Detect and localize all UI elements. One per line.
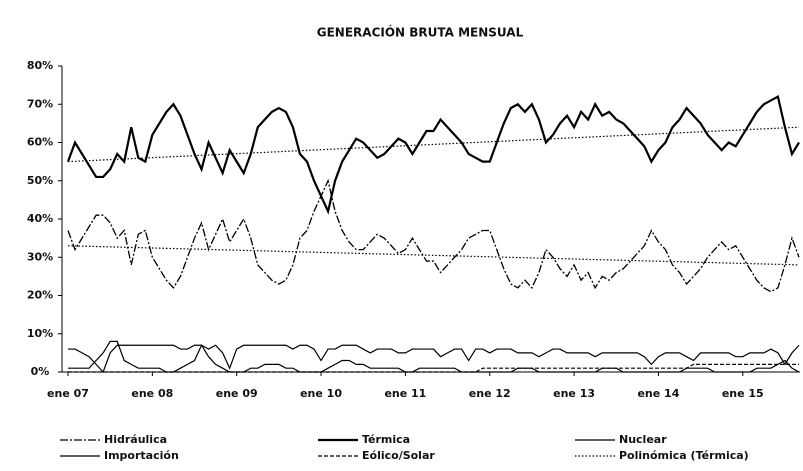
- y-tick-label: 20%: [27, 289, 53, 302]
- series-line: [68, 344, 800, 374]
- legend-label: Polinómica (Térmica): [619, 449, 749, 462]
- series-line: [68, 363, 799, 373]
- legend-label: Hidráulica: [104, 433, 167, 446]
- series-line: [66, 94, 800, 215]
- x-tick-label: ene 13: [553, 387, 595, 400]
- trend-line: [67, 245, 800, 266]
- y-tick-label: 50%: [27, 174, 53, 187]
- x-tick-label: ene 12: [469, 387, 511, 400]
- trend-line: [67, 126, 800, 163]
- x-tick-label: ene 14: [637, 387, 679, 400]
- series-line: [68, 340, 800, 373]
- y-tick-label: 10%: [27, 327, 53, 340]
- x-tick-label: ene 11: [384, 387, 426, 400]
- legend-label: Eólico/Solar: [362, 449, 435, 462]
- x-tick-label: ene 08: [131, 387, 173, 400]
- y-tick-label: 40%: [27, 212, 53, 225]
- legend-label: Nuclear: [619, 433, 667, 446]
- x-tick-label: ene 15: [722, 387, 764, 400]
- y-tick-label: 70%: [27, 97, 53, 110]
- series-line: [67, 178, 800, 293]
- y-tick-label: 60%: [27, 136, 53, 149]
- x-tick-label: ene 10: [300, 387, 342, 400]
- x-tick-label: ene 07: [47, 387, 89, 400]
- y-tick-label: 80%: [27, 59, 53, 72]
- legend-label: Importación: [104, 449, 179, 462]
- y-tick-label: 30%: [27, 250, 53, 263]
- y-tick-label: 0%: [31, 365, 50, 378]
- chart-title: GENERACIÓN BRUTA MENSUAL: [317, 25, 524, 40]
- legend-label: Térmica: [362, 433, 410, 446]
- x-tick-label: ene 09: [216, 387, 258, 400]
